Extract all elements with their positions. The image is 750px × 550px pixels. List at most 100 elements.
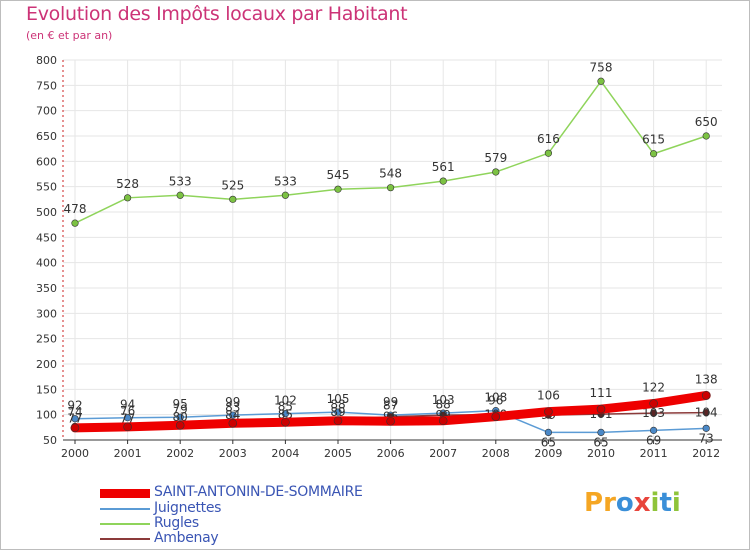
y-tick-label-300: 300: [36, 307, 57, 320]
data-label-saint-antonin-de-sommaire-2000: 74: [67, 405, 82, 419]
point-juignettes-2001: [123, 414, 132, 422]
data-label-saint-antonin-de-sommaire-2003: 83: [225, 400, 240, 414]
data-label-rugles-2001: 528: [116, 177, 139, 191]
point-rugles-2008: [492, 168, 500, 176]
data-label-juignettes-2006: 99: [383, 395, 398, 409]
point-saint-antonin-de-sommaire-2012: [701, 391, 711, 400]
logo-letter-6: i: [671, 488, 681, 518]
y-tick-label-550: 550: [36, 181, 57, 194]
data-label-juignettes-2007: 103: [432, 393, 455, 407]
x-tick-label-2009: 2009: [534, 447, 562, 460]
data-label-rugles-2012: 650: [695, 115, 718, 129]
y-tick-label-350: 350: [36, 282, 57, 295]
data-label-saint-antonin-de-sommaire-2001: 76: [120, 404, 135, 418]
data-label-saint-antonin-de-sommaire-2011: 122: [642, 381, 665, 395]
point-juignettes-2009: [544, 428, 553, 437]
point-rugles-2007: [439, 177, 447, 185]
data-label-juignettes-2003: 99: [225, 395, 240, 409]
legend-label-saint-antonin: SAINT-ANTONIN-DE-SOMMAIRE: [154, 484, 363, 500]
point-juignettes-2012: [702, 424, 710, 432]
point-juignettes-2000: [71, 415, 79, 423]
point-saint-antonin-de-sommaire-2009: [544, 407, 553, 416]
chart-title: Evolution des Impôts locaux par Habitant: [26, 3, 408, 25]
point-rugles-2005: [334, 185, 342, 193]
data-label-saint-antonin-de-sommaire-2009: 106: [537, 389, 560, 403]
x-tick-label-2007: 2007: [429, 447, 457, 460]
point-rugles-2001: [123, 194, 132, 202]
logo-letter-2: o: [615, 488, 634, 518]
data-label-ambenay-2003: 84: [225, 408, 240, 422]
data-label-saint-antonin-de-sommaire-2010: 111: [590, 386, 613, 400]
data-label-saint-antonin-de-sommaire-2004: 85: [278, 399, 293, 413]
data-label-saint-antonin-de-sommaire-2008: 96: [488, 394, 503, 408]
y-tick-label-400: 400: [36, 257, 57, 270]
point-rugles-2003: [229, 195, 237, 203]
data-label-ambenay-2000: 77: [67, 411, 82, 425]
data-label-ambenay-2001: 77: [120, 411, 135, 425]
point-rugles-2006: [387, 184, 395, 192]
logo-letter-1: r: [603, 488, 616, 518]
data-label-saint-antonin-de-sommaire-2005: 88: [330, 398, 345, 412]
x-tick-label-2000: 2000: [61, 447, 89, 460]
x-tick-label-2010: 2010: [587, 447, 615, 460]
y-tick-label-100: 100: [36, 409, 57, 422]
data-label-rugles-2006: 548: [379, 167, 402, 181]
data-label-ambenay-2012: 104: [695, 406, 718, 420]
y-tick-label-150: 150: [36, 383, 57, 396]
data-label-juignettes-2010: 65: [593, 435, 608, 449]
point-juignettes-2011: [649, 426, 658, 434]
y-tick-label-50: 50: [43, 434, 57, 447]
data-label-rugles-2009: 616: [537, 132, 560, 146]
y-tick-label-200: 200: [36, 358, 57, 371]
point-rugles-2000: [71, 219, 79, 227]
data-label-rugles-2000: 478: [64, 202, 87, 216]
point-rugles-2009: [544, 149, 553, 157]
logo-letter-5: t: [659, 488, 672, 518]
data-label-saint-antonin-de-sommaire-2007: 88: [436, 398, 451, 412]
point-saint-antonin-de-sommaire-2001: [123, 422, 132, 432]
legend-swatch-saint-antonin: [100, 489, 150, 498]
point-saint-antonin-de-sommaire-2010: [596, 404, 606, 414]
x-tick-label-2001: 2001: [114, 447, 142, 460]
point-saint-antonin-de-sommaire-2006: [386, 416, 395, 426]
point-juignettes-2010: [597, 428, 605, 437]
y-tick-label-800: 800: [36, 54, 57, 67]
point-saint-antonin-de-sommaire-2005: [333, 416, 343, 426]
legend-swatch-juignettes: [100, 508, 150, 510]
point-saint-antonin-de-sommaire-2000: [70, 423, 80, 433]
legend-swatch-rugles: [100, 523, 150, 525]
point-saint-antonin-de-sommaire-2007: [438, 416, 448, 426]
data-label-juignettes-2005: 105: [327, 392, 350, 406]
x-tick-label-2003: 2003: [219, 447, 247, 460]
y-tick-label-750: 750: [36, 79, 57, 92]
point-rugles-2010: [597, 77, 605, 85]
x-tick-label-2008: 2008: [482, 447, 510, 460]
point-saint-antonin-de-sommaire-2011: [649, 399, 658, 408]
data-label-rugles-2007: 561: [432, 160, 455, 174]
data-label-saint-antonin-de-sommaire-2002: 79: [173, 402, 188, 416]
data-label-rugles-2005: 545: [327, 168, 350, 182]
data-label-rugles-2010: 758: [590, 60, 613, 74]
chart-subtitle: (en € et par an): [26, 29, 113, 42]
x-tick-label-2005: 2005: [324, 447, 352, 460]
logo-letter-3: x: [633, 488, 651, 518]
data-label-rugles-2011: 615: [642, 133, 665, 147]
legend-swatch-ambenay: [100, 538, 150, 540]
data-label-rugles-2003: 525: [221, 178, 244, 192]
point-saint-antonin-de-sommaire-2004: [281, 417, 290, 427]
point-saint-antonin-de-sommaire-2003: [228, 418, 238, 428]
data-label-juignettes-2004: 102: [274, 394, 297, 408]
proxiti-logo: Proxiti: [584, 488, 681, 518]
point-rugles-2002: [176, 191, 184, 199]
data-label-saint-antonin-de-sommaire-2006: 87: [383, 398, 398, 412]
data-label-juignettes-2008: 108: [484, 391, 507, 405]
point-saint-antonin-de-sommaire-2008: [491, 412, 501, 421]
point-ambenay-2012: [702, 409, 710, 417]
point-rugles-2011: [649, 150, 658, 158]
y-tick-label-600: 600: [36, 155, 57, 168]
logo-letter-0: P: [584, 488, 604, 518]
legend-label-juignettes: Juignettes: [154, 500, 222, 516]
y-tick-label-700: 700: [36, 105, 57, 118]
point-rugles-2004: [281, 191, 290, 199]
